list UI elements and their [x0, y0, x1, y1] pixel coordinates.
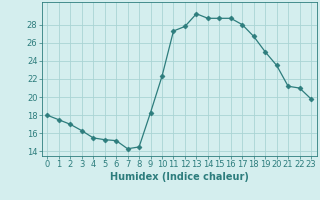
X-axis label: Humidex (Indice chaleur): Humidex (Indice chaleur) [110, 172, 249, 182]
